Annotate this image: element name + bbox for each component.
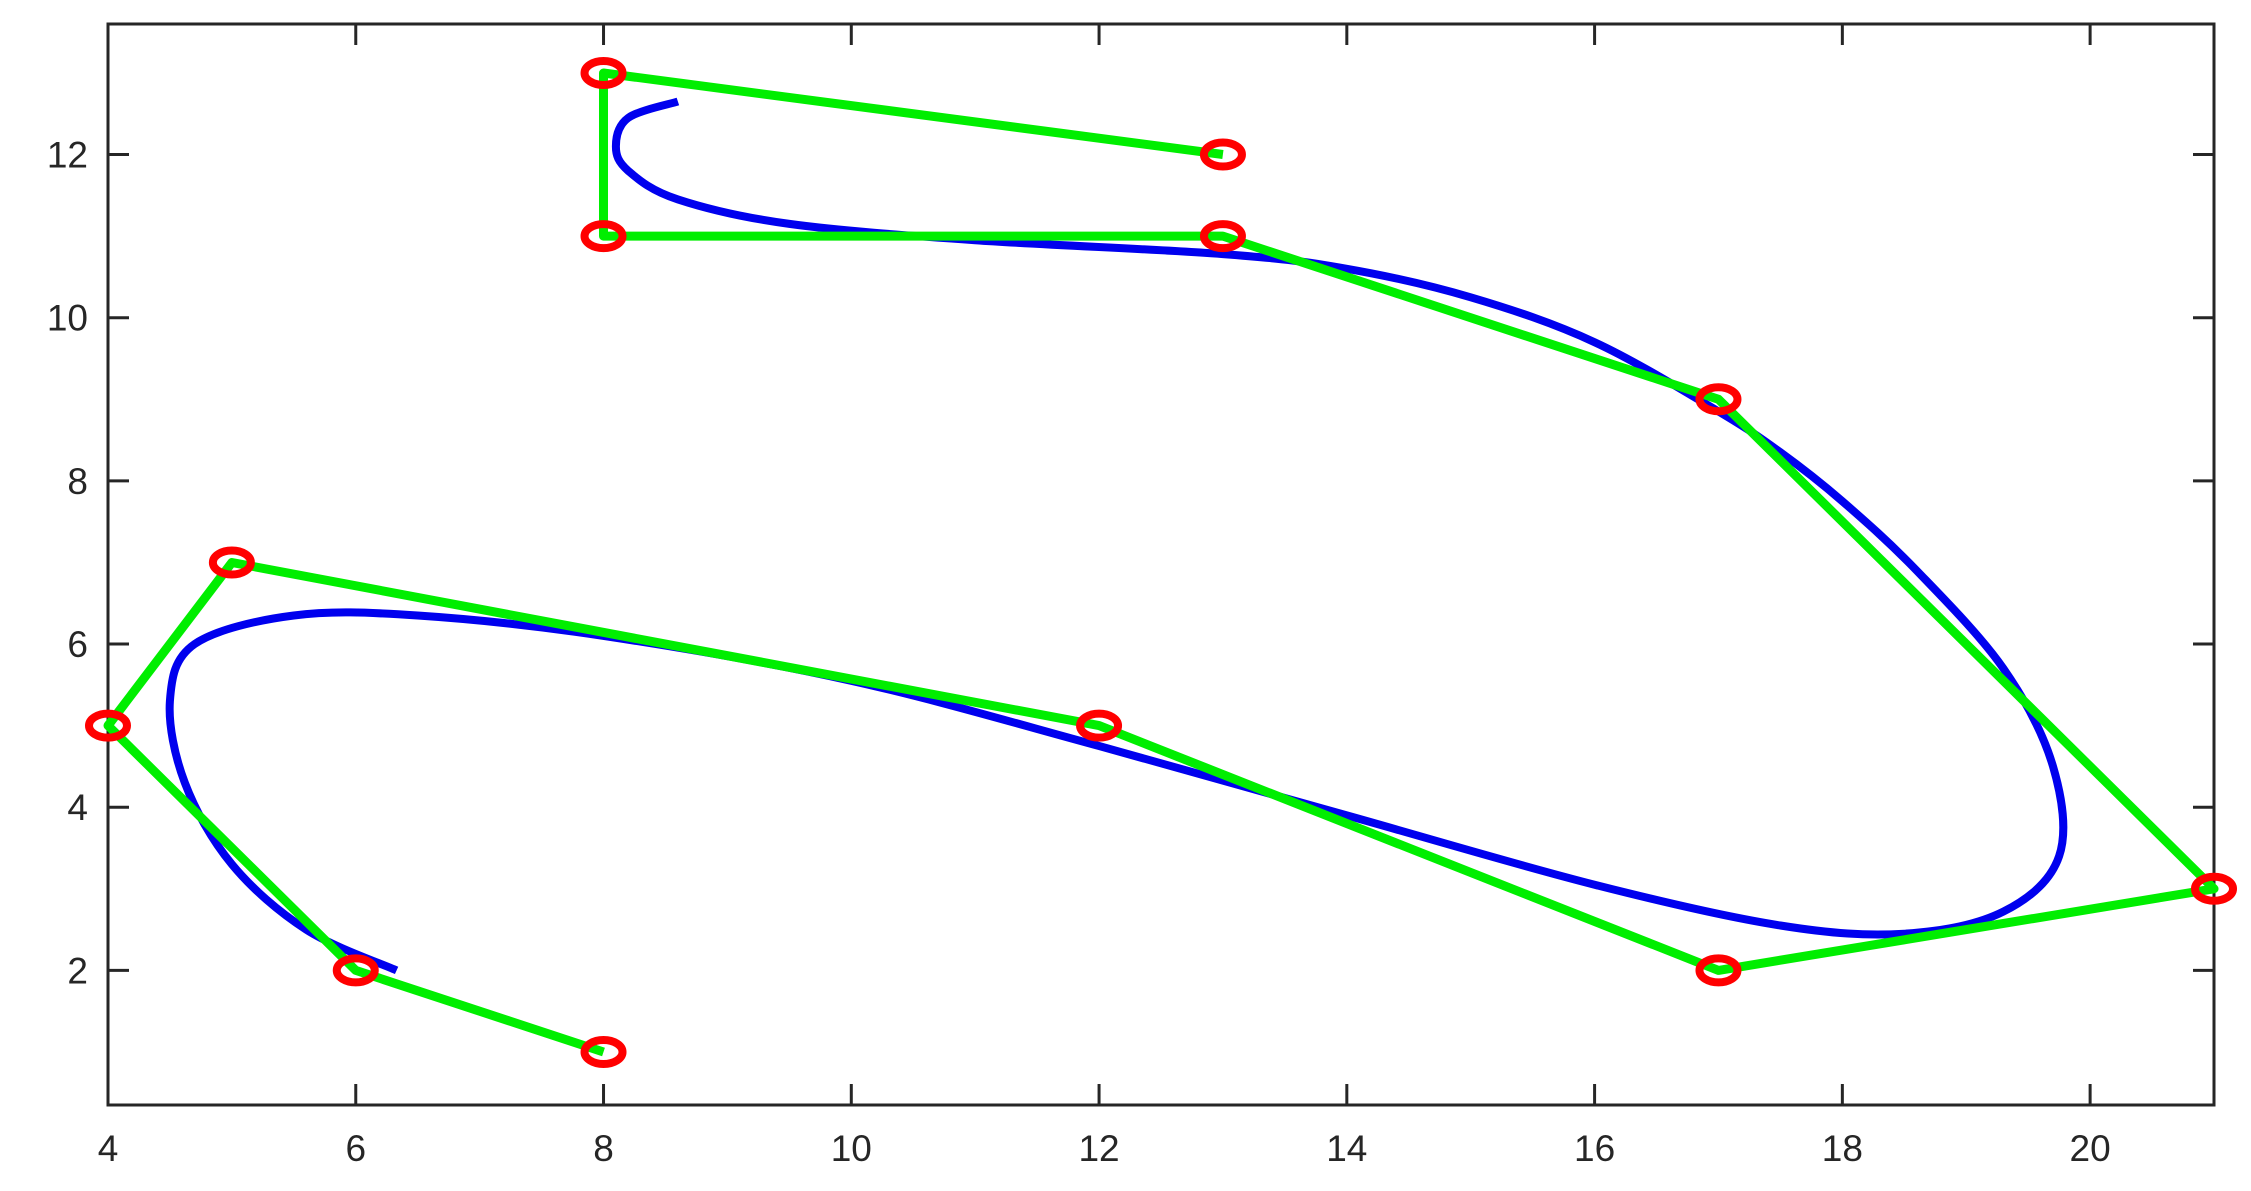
- y-tick-label: 4: [67, 787, 88, 828]
- y-tick-label: 8: [67, 461, 88, 502]
- y-tick-label: 10: [47, 298, 88, 339]
- control-point-marker: [1199, 138, 1246, 171]
- control-point-marker: [208, 546, 255, 579]
- control-point-marker: [332, 954, 379, 987]
- x-tick-label: 10: [831, 1128, 872, 1169]
- x-tick-label: 18: [1822, 1128, 1863, 1169]
- plot-series: [103, 68, 2219, 1057]
- y-tick-label: 6: [67, 624, 88, 665]
- control-point-markers: [85, 56, 2237, 1068]
- control-polygon-line: [103, 68, 2219, 1057]
- x-tick-label: 12: [1078, 1128, 1119, 1169]
- control-point-marker: [1076, 709, 1123, 742]
- control-point-marker: [1199, 220, 1246, 253]
- x-tick-label: 6: [345, 1128, 366, 1169]
- spline-curve: [165, 97, 2068, 975]
- tick-labels: 4 6 8 10 12 14 16 18 20 2 4 6 8 10 12: [47, 135, 2111, 1169]
- x-tick-label: 16: [1574, 1128, 1615, 1169]
- plot-frame: [106, 22, 2216, 1107]
- control-point-marker: [580, 1035, 627, 1068]
- control-point-marker: [2191, 872, 2237, 905]
- x-tick-label: 14: [1326, 1128, 1367, 1169]
- x-tick-label: 8: [593, 1128, 614, 1169]
- control-point-marker: [1695, 954, 1742, 987]
- control-point-marker: [85, 709, 131, 742]
- y-tick-label: 12: [47, 135, 88, 176]
- y-tick-label: 2: [67, 950, 88, 991]
- control-point-marker: [580, 56, 627, 89]
- x-tick-label: 20: [2070, 1128, 2111, 1169]
- control-point-marker: [580, 220, 627, 253]
- tick-marks: [106, 24, 2214, 1105]
- x-tick-label: 4: [98, 1128, 119, 1169]
- control-point-marker: [1695, 383, 1742, 416]
